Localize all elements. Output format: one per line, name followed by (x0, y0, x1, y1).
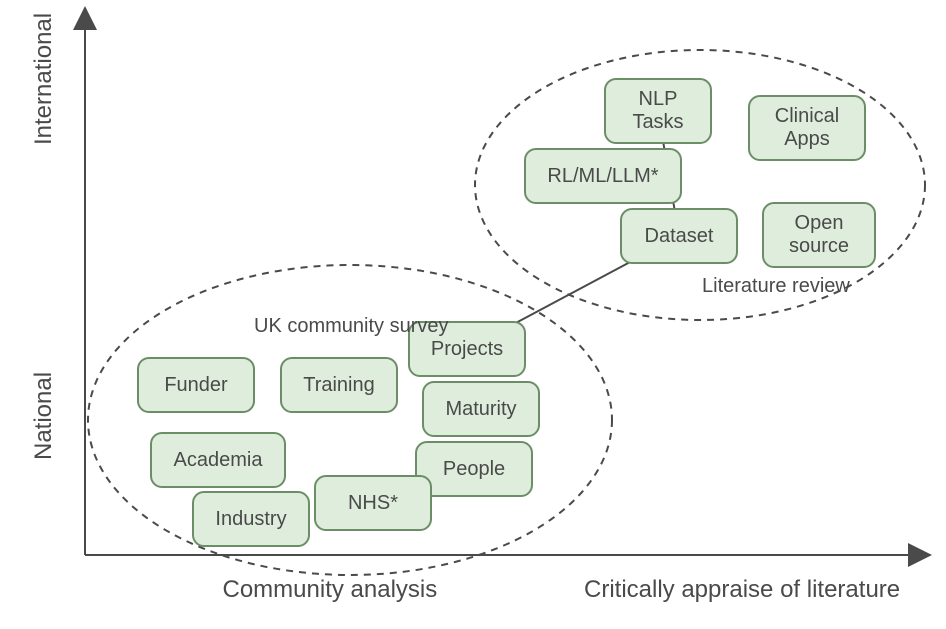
x-axis-label-right: Critically appraise of literature (584, 576, 900, 604)
node-training: Training (280, 357, 398, 413)
node-maturity: Maturity (422, 381, 540, 437)
node-open: Open source (762, 202, 876, 268)
node-dataset: Dataset (620, 208, 738, 264)
x-axis-label-left: Community analysis (223, 576, 438, 604)
cluster-label-uk-survey: UK community survey (254, 315, 449, 338)
node-rlmlllm: RL/ML/LLM* (524, 148, 682, 204)
node-people: People (415, 441, 533, 497)
y-axis-label-top: International (30, 13, 58, 145)
node-nhs: NHS* (314, 475, 432, 531)
diagram-stage: { "canvas": { "width": 946, "height": 62… (0, 0, 946, 629)
y-axis-label-bottom: National (30, 372, 58, 460)
node-academia: Academia (150, 432, 286, 488)
cluster-label-lit-review: Literature review (702, 275, 850, 298)
node-clinical: Clinical Apps (748, 95, 866, 161)
node-funder: Funder (137, 357, 255, 413)
node-nlp: NLP Tasks (604, 78, 712, 144)
node-industry: Industry (192, 491, 310, 547)
